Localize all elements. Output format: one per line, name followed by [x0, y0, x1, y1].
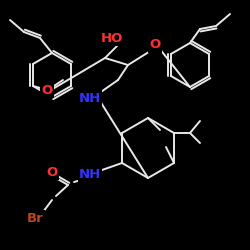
Text: O: O	[150, 38, 160, 52]
Text: NH: NH	[79, 92, 101, 104]
Text: NH: NH	[79, 168, 101, 181]
Text: HO: HO	[101, 32, 123, 44]
Text: Br: Br	[26, 212, 44, 224]
Text: O: O	[41, 84, 52, 96]
Text: O: O	[46, 166, 58, 178]
